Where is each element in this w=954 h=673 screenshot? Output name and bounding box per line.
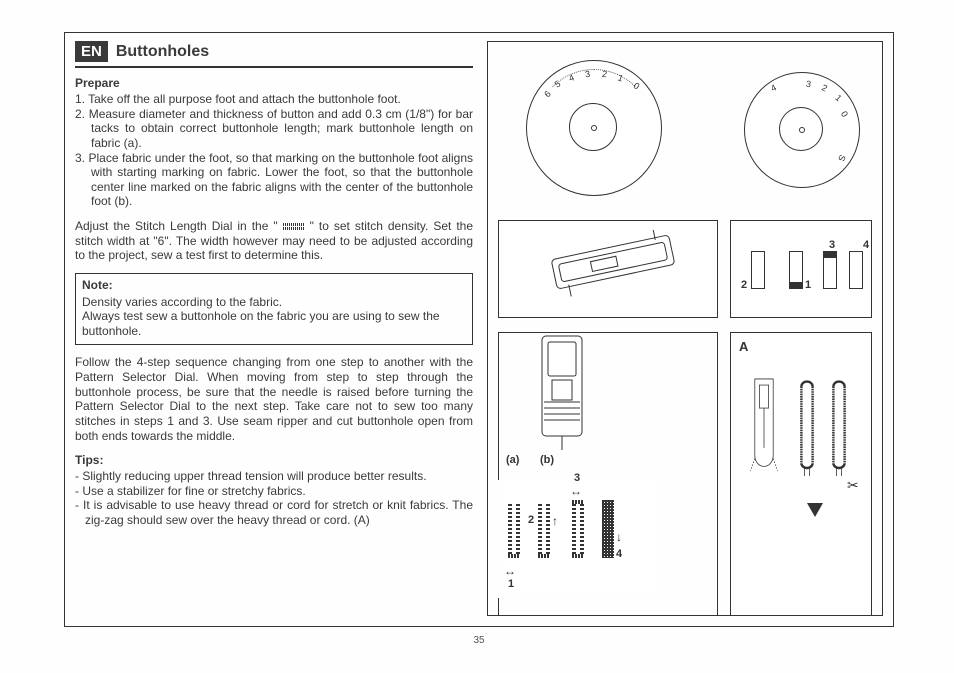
step-4-label: 4 — [616, 548, 622, 560]
tips-item-1: - Slightly reducing upper thread tension… — [75, 469, 473, 484]
bh-step-1-rect — [789, 251, 803, 289]
dial2-1: 1 — [833, 93, 843, 104]
prepare-item-3: 3. Place fabric under the foot, so that … — [75, 151, 473, 210]
prepare-heading: Prepare — [75, 76, 473, 90]
buttonhole-cord-2-icon — [827, 373, 851, 483]
bh-step3-bar — [824, 252, 836, 258]
stitch-density-icon — [283, 222, 305, 231]
bh-step1-bar — [790, 282, 802, 288]
big-down-arrow-icon — [807, 503, 823, 517]
foot-front-icon — [522, 332, 602, 452]
buttonhole-foot-panel — [498, 220, 718, 318]
dial2-0: 0 — [839, 109, 850, 118]
bh-label-2: 2 — [741, 279, 747, 291]
stitch-sequence-panel: ↔ 1 ↑ 2 ↔ 3 ↓ 4 — [498, 480, 658, 598]
stitch-step-2 — [538, 500, 550, 558]
page-frame: EN Buttonholes Prepare 1. Take off the a… — [64, 32, 894, 627]
stitch-length-dial: 0 1 2 3 4 5 6 — [526, 60, 662, 196]
step-1-label: 1 — [508, 578, 514, 590]
panel-a-label: A — [739, 339, 748, 354]
step-3-label: 3 — [574, 472, 580, 484]
tips-list: - Slightly reducing upper thread tension… — [75, 469, 473, 528]
tips-heading: Tips: — [75, 453, 473, 467]
foot-ab-panel: (a) (b) — [502, 332, 622, 462]
dial1-6: 6 — [542, 89, 553, 100]
bh-label-3: 3 — [829, 239, 835, 251]
prepare-item-1: 1. Take off the all purpose foot and att… — [75, 92, 473, 107]
tips-item-2: - Use a stabilizer for fine or stretchy … — [75, 484, 473, 499]
page-title: Buttonholes — [116, 43, 209, 61]
arrow-down-icon: ↓ — [616, 530, 622, 544]
adjust-text-before: Adjust the Stitch Length Dial in the " — [75, 219, 283, 233]
bh-step-3-rect — [823, 251, 837, 289]
panel-a: A — [730, 332, 872, 616]
buttonhole-cord-1-icon — [795, 373, 819, 483]
bh-step-2-rect — [751, 251, 765, 289]
bh-step-4-rect — [849, 251, 863, 289]
note-box: Note: Density varies according to the fa… — [75, 273, 473, 346]
ab-label-a: (a) — [506, 454, 519, 466]
note-line-1: Density varies according to the fabric. — [82, 295, 466, 310]
note-line-2: Always test sew a buttonhole on the fabr… — [82, 309, 466, 338]
bh-label-1: 1 — [805, 279, 811, 291]
header: EN Buttonholes — [75, 41, 473, 62]
stitch-step-4 — [602, 500, 614, 558]
note-heading: Note: — [82, 278, 466, 293]
cord-foot-icon — [741, 363, 787, 493]
buttonhole-foot-icon — [499, 221, 719, 319]
tips-item-3: - It is advisable to use heavy thread or… — [75, 498, 473, 527]
stitch-step-1 — [508, 500, 520, 558]
dial2-s: S — [836, 153, 848, 163]
arrow-lr-icon: ↔ — [504, 564, 516, 578]
adjust-paragraph: Adjust the Stitch Length Dial in the " "… — [75, 219, 473, 263]
arrow-lr2-icon: ↔ — [570, 484, 582, 498]
dial2-2: 2 — [820, 82, 829, 93]
arrow-up-icon: ↑ — [552, 514, 558, 528]
lang-badge: EN — [75, 41, 108, 62]
right-column: 0 1 2 3 4 5 6 0 1 2 3 4 S — [487, 41, 883, 616]
bh-label-4: 4 — [863, 239, 869, 251]
page-number: 35 — [473, 635, 484, 646]
prepare-item-2: 2. Measure diameter and thickness of but… — [75, 107, 473, 151]
dial2-4: 4 — [769, 82, 778, 93]
step-2-label: 2 — [528, 514, 534, 526]
prepare-list: 1. Take off the all purpose foot and att… — [75, 92, 473, 209]
follow-paragraph: Follow the 4-step sequence changing from… — [75, 355, 473, 443]
pattern-selector-dial: 0 1 2 3 4 S — [744, 72, 860, 188]
ab-label-b: (b) — [540, 454, 554, 466]
stitch-step-3 — [572, 500, 584, 558]
dial1-0: 0 — [632, 80, 642, 91]
header-rule — [75, 66, 473, 68]
dial2-center-icon — [799, 127, 805, 133]
dial2-3: 3 — [805, 79, 811, 90]
left-column: EN Buttonholes Prepare 1. Take off the a… — [75, 41, 473, 528]
buttonhole-steps-panel: 2 1 3 4 — [730, 220, 872, 318]
scissors-icon: ✂ — [847, 477, 859, 494]
